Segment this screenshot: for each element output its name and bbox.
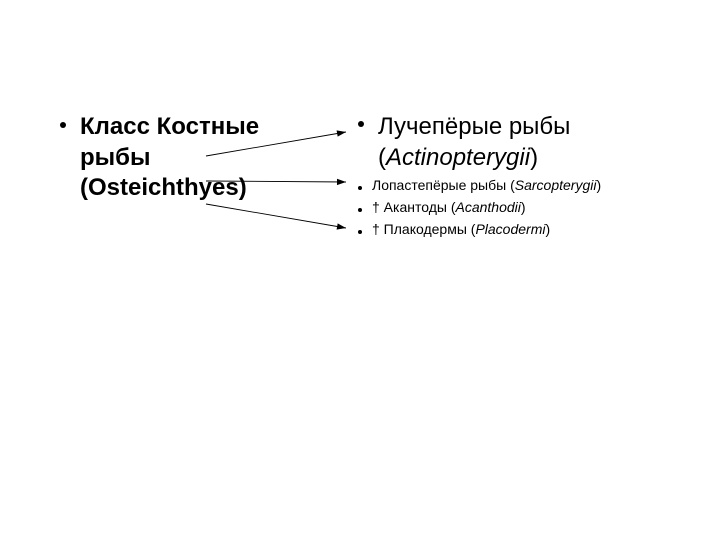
bullet-icon	[358, 230, 362, 234]
right-item-text: Лучепёрые рыбы (Actinopterygii)	[378, 112, 678, 173]
latin-name: Acanthodii	[455, 199, 520, 215]
left-item-text: Класс Костные рыбы (Osteichthyes)	[80, 112, 320, 204]
bullet-icon	[358, 186, 362, 190]
text-part: † Плакодермы (	[372, 221, 475, 237]
text-part: )	[521, 199, 526, 215]
bullet-icon	[358, 208, 362, 212]
right-column: Лучепёрые рыбы (Actinopterygii) Лопастепё…	[358, 112, 678, 243]
text-part: † Акантоды (	[372, 199, 455, 215]
bullet-icon	[60, 122, 66, 128]
text-part: )	[596, 177, 601, 193]
latin-name: Sarcopterygii	[515, 177, 597, 193]
list-item: † Плакодермы (Placodermi)	[358, 221, 678, 239]
list-item: Лопастепёрые рыбы (Sarcopterygii)	[358, 177, 678, 195]
latin-name: Actinopterygii	[386, 144, 530, 171]
left-column: Класс Костные рыбы (Osteichthyes)	[60, 112, 320, 208]
right-item-text: † Акантоды (Acanthodii)	[372, 199, 678, 217]
list-item: Лучепёрые рыбы (Actinopterygii)	[358, 112, 678, 173]
text-part: )	[530, 144, 538, 171]
text-part: Лопастепёрые рыбы (	[372, 177, 515, 193]
slide: Класс Костные рыбы (Osteichthyes) Лучепё…	[0, 0, 720, 540]
text-part: )	[545, 221, 550, 237]
latin-name: Placodermi	[475, 221, 545, 237]
bullet-icon	[358, 121, 364, 127]
right-item-text: Лопастепёрые рыбы (Sarcopterygii)	[372, 177, 678, 195]
list-item: Класс Костные рыбы (Osteichthyes)	[60, 112, 320, 204]
latin-name: Osteichthyes	[88, 174, 239, 201]
list-item: † Акантоды (Acanthodii)	[358, 199, 678, 217]
arrows-layer	[0, 0, 720, 540]
text-part: )	[239, 174, 247, 201]
right-item-text: † Плакодермы (Placodermi)	[372, 221, 678, 239]
